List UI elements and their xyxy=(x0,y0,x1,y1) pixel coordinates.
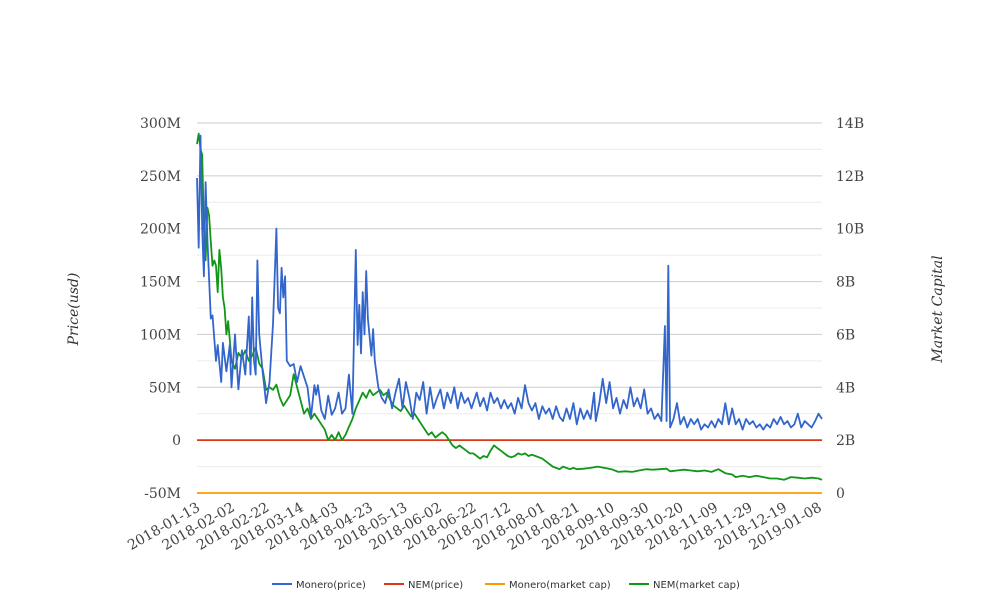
y2-axis-ticks: 14B 12B 10B 8B 6B 4B 2B 0 xyxy=(836,116,864,502)
series-line-3 xyxy=(196,132,823,481)
y-tick-label: 150M xyxy=(140,275,181,291)
y2-tick-label: 6B xyxy=(836,327,855,343)
y2-tick-label: 8B xyxy=(836,275,855,291)
y2-axis-title: Market Capital xyxy=(930,255,946,363)
y-axis-title: Price(usd) xyxy=(66,273,82,347)
legend-label: NEM(price) xyxy=(408,580,463,591)
legend: Monero(price) NEM(price) Monero(market cap… xyxy=(272,580,740,591)
y2-tick-label: 14B xyxy=(836,116,864,132)
legend-label: Monero(price) xyxy=(296,580,366,591)
y-tick-label: -50M xyxy=(144,486,181,502)
y-tick-label: 300M xyxy=(140,116,181,132)
y2-tick-label: 0 xyxy=(836,486,845,502)
series-line-0 xyxy=(196,134,823,431)
legend-label: Monero(market cap) xyxy=(509,580,611,591)
y-tick-label: 250M xyxy=(140,169,181,185)
y-tick-label: 200M xyxy=(140,222,181,238)
grid xyxy=(197,122,822,494)
y-tick-label: 100M xyxy=(140,327,181,343)
legend-label: NEM(market cap) xyxy=(653,580,740,591)
y-tick-label: 0 xyxy=(172,433,181,449)
y2-tick-label: 4B xyxy=(836,380,855,396)
x-axis-ticks: 2018-01-132018-02-022018-02-222018-03-14… xyxy=(125,500,824,554)
series-lines xyxy=(196,132,823,494)
y-tick-label: 50M xyxy=(149,380,181,396)
y2-tick-label: 2B xyxy=(836,433,855,449)
y-axis-ticks: 300M 250M 200M 150M 100M 50M 0 -50M xyxy=(140,116,181,502)
y2-tick-label: 10B xyxy=(836,222,864,238)
y2-tick-label: 12B xyxy=(836,169,864,185)
